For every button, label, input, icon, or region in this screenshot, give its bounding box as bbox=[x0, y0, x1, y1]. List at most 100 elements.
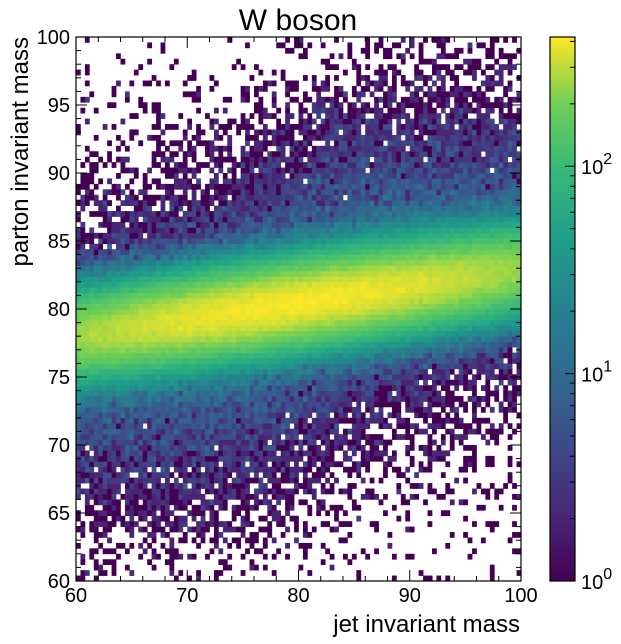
heatmap-cell bbox=[191, 466, 197, 473]
heatmap-cell bbox=[245, 260, 250, 266]
heatmap-cell bbox=[129, 254, 135, 261]
heatmap-cell bbox=[360, 314, 366, 321]
heatmap-cell bbox=[302, 243, 308, 250]
heatmap-cell bbox=[191, 238, 197, 245]
heatmap-cell bbox=[369, 183, 375, 190]
heatmap-cell bbox=[231, 270, 237, 277]
heatmap-cell bbox=[351, 352, 357, 359]
heatmap-cell bbox=[160, 270, 166, 277]
heatmap-cell bbox=[285, 499, 290, 506]
heatmap-cell bbox=[365, 434, 371, 440]
heatmap-cell bbox=[80, 439, 86, 446]
heatmap-cell bbox=[316, 281, 322, 288]
heatmap-cell bbox=[218, 232, 224, 239]
heatmap-cell bbox=[347, 341, 353, 348]
heatmap-cell bbox=[262, 281, 268, 288]
heatmap-cell bbox=[294, 363, 299, 370]
heatmap-cell bbox=[182, 439, 188, 446]
heatmap-cell bbox=[200, 227, 206, 234]
heatmap-cell bbox=[222, 417, 228, 424]
heatmap-cell bbox=[169, 265, 175, 272]
heatmap-cell bbox=[102, 221, 108, 228]
heatmap-cell bbox=[325, 173, 330, 179]
heatmap-cell bbox=[93, 493, 99, 500]
heatmap-cell bbox=[316, 96, 322, 103]
heatmap-cell bbox=[169, 406, 175, 413]
heatmap-cell bbox=[178, 466, 184, 473]
heatmap-cell bbox=[102, 211, 108, 217]
heatmap-cell bbox=[191, 75, 197, 81]
heatmap-cell bbox=[165, 434, 170, 440]
heatmap-cell bbox=[200, 537, 206, 544]
heatmap-cell bbox=[258, 281, 264, 288]
heatmap-cell bbox=[191, 249, 197, 255]
heatmap-cell bbox=[236, 298, 241, 304]
heatmap-cell bbox=[329, 287, 335, 294]
heatmap-cell bbox=[360, 434, 366, 440]
heatmap-cell bbox=[276, 341, 282, 348]
heatmap-cell bbox=[289, 396, 295, 402]
heatmap-cell bbox=[343, 151, 348, 158]
heatmap-cell bbox=[280, 178, 286, 185]
heatmap-cell bbox=[142, 319, 148, 326]
heatmap-cell bbox=[280, 303, 286, 310]
heatmap-cell bbox=[267, 510, 273, 517]
heatmap-cell bbox=[369, 80, 375, 87]
heatmap-cell bbox=[347, 140, 353, 147]
heatmap-cell bbox=[213, 336, 219, 342]
heatmap-cell bbox=[200, 445, 206, 451]
heatmap-cell bbox=[182, 434, 188, 440]
heatmap-cell bbox=[191, 156, 197, 163]
heatmap-cell bbox=[271, 450, 277, 457]
heatmap-cell bbox=[383, 368, 388, 375]
heatmap-cell bbox=[369, 232, 375, 239]
heatmap-cell bbox=[360, 445, 366, 451]
heatmap-cell bbox=[285, 423, 290, 430]
heatmap-cell bbox=[254, 466, 259, 473]
heatmap-cell bbox=[320, 205, 326, 212]
heatmap-cell bbox=[80, 570, 86, 576]
heatmap-cell bbox=[98, 472, 104, 478]
heatmap-cell bbox=[111, 270, 117, 277]
heatmap-cell bbox=[116, 434, 121, 440]
heatmap-cell bbox=[89, 521, 95, 527]
heatmap-cell bbox=[107, 412, 112, 419]
heatmap-cell bbox=[156, 216, 161, 223]
heatmap-cell bbox=[98, 281, 104, 288]
heatmap-cell bbox=[218, 548, 224, 555]
heatmap-cell bbox=[209, 145, 215, 152]
heatmap-cell bbox=[378, 162, 384, 168]
heatmap-cell bbox=[182, 472, 188, 478]
heatmap-cell bbox=[129, 265, 135, 272]
heatmap-cell bbox=[360, 107, 366, 114]
heatmap-cell bbox=[262, 298, 268, 304]
heatmap-cell bbox=[231, 276, 237, 283]
heatmap-cell bbox=[200, 510, 206, 517]
heatmap-cell bbox=[343, 156, 348, 163]
heatmap-cell bbox=[334, 270, 339, 277]
heatmap-cell bbox=[200, 406, 206, 413]
heatmap-cell bbox=[338, 292, 344, 299]
heatmap-cell bbox=[298, 341, 304, 348]
heatmap-cell bbox=[365, 162, 371, 168]
heatmap-cell bbox=[102, 205, 108, 212]
heatmap-cell bbox=[200, 249, 206, 255]
heatmap-cell bbox=[151, 532, 157, 538]
heatmap-cell bbox=[351, 309, 357, 315]
heatmap-cell bbox=[280, 428, 286, 435]
heatmap-cell bbox=[334, 336, 339, 342]
heatmap-cell bbox=[116, 499, 121, 506]
heatmap-cell bbox=[383, 167, 388, 174]
heatmap-cell bbox=[151, 401, 157, 408]
heatmap-cell bbox=[307, 162, 313, 168]
heatmap-cell bbox=[138, 352, 144, 359]
heatmap-cell bbox=[320, 58, 326, 65]
heatmap-cell bbox=[178, 260, 184, 266]
heatmap-cell bbox=[236, 401, 241, 408]
heatmap-cell bbox=[262, 145, 268, 152]
heatmap-cell bbox=[124, 319, 130, 326]
heatmap-cell bbox=[365, 379, 371, 386]
heatmap-cell bbox=[80, 461, 86, 468]
heatmap-cell bbox=[316, 173, 322, 179]
heatmap-cell bbox=[80, 406, 86, 413]
